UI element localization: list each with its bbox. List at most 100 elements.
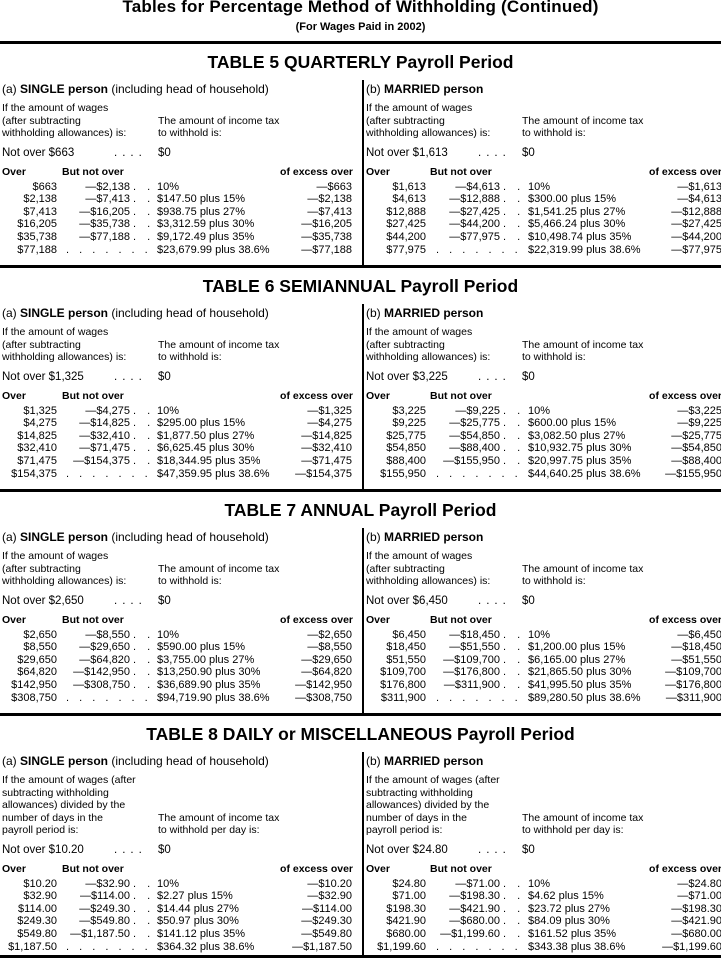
tax-label-line: The amount of income tax	[522, 114, 644, 127]
leader-dots: ....	[478, 594, 511, 607]
leader-dots: . .	[133, 641, 155, 654]
table-row: $18,450 —$51,550. . $1,200.00 plus 15% —$18…	[364, 641, 721, 654]
table-title: TABLE 7 ANNUAL Payroll Period	[224, 500, 497, 520]
leader-dots: . . . . . . .	[436, 467, 522, 480]
zero-tax: $0	[522, 594, 535, 607]
table-row: $6,450 —$18,450. . 10% —$6,450	[364, 629, 721, 642]
over-amount: $71,475	[17, 454, 57, 467]
tax-label-text: The amount of income tax to withhold is:	[522, 339, 643, 364]
tax-formula: 10%	[528, 180, 551, 193]
but-not-over-amount: —$7,413	[85, 193, 130, 206]
column-headers: Over But not over of excess over	[0, 863, 361, 876]
leader-dots: ....	[478, 843, 511, 856]
intro-line: If the amount of wages	[2, 550, 109, 562]
tax-label-line: The amount of income tax	[158, 562, 280, 575]
leader-dots: . . . . . . .	[66, 691, 152, 704]
but-not-over-amount: —$71,475	[79, 442, 130, 455]
intro-line: withholding allowances) is:	[366, 127, 491, 139]
column-headers: Over But not over of excess over	[364, 390, 721, 403]
not-over-amount: Not over $3,225	[366, 370, 448, 383]
tax-formula: $3,312.59 plus 30%	[157, 218, 255, 231]
tax-formula: 10%	[528, 628, 551, 641]
table-row: $663 —$2,138. . 10% —$663	[0, 181, 361, 194]
table-section: TABLE 5 QUARTERLY Payroll Period (a) SING…	[0, 41, 721, 265]
over-amount: $249.30	[17, 915, 57, 928]
table-row: $1,325 —$4,275. . 10% —$1,325	[0, 405, 361, 418]
tax-label-line: to withhold is:	[522, 127, 586, 139]
excess-over-amount: —$14,825	[301, 429, 352, 442]
tax-formula: $47,359.95 plus 38.6%	[157, 467, 270, 480]
column-headers: Over But not over of excess over	[0, 390, 361, 403]
wage-condition-text: If the amount of wages (after subtracting…	[2, 774, 158, 837]
intro-line: subtracting withholding	[2, 786, 109, 799]
intro-line: allowances) divided by the	[366, 799, 490, 811]
col-over: Over	[366, 613, 390, 626]
excess-over-amount: —$2,650	[307, 628, 352, 641]
heading-label: MARRIED person	[384, 530, 484, 544]
tax-formula: 10%	[157, 877, 180, 890]
but-not-over-amount: —$16,205	[79, 205, 130, 218]
excess-over-amount: —$3,225	[677, 404, 721, 417]
table-row: $154,375 . . . . . . . $47,359.95 plus 38.…	[0, 468, 361, 481]
intro-line: If the amount of wages	[366, 326, 473, 338]
heading-note: (including head of household)	[108, 82, 269, 96]
over-amount: $549.80	[17, 927, 57, 940]
tax-formula: $23,679.99 plus 38.6%	[157, 243, 270, 256]
but-not-over-amount: —$51,550	[449, 641, 500, 654]
excess-over-amount: —$9,225	[677, 417, 721, 430]
table-row: $54,850 —$88,400. . $10,932.75 plus 30% —$5…	[364, 442, 721, 455]
bottom-rule	[0, 955, 721, 958]
over-amount: $114.00	[18, 902, 57, 915]
leader-dots: . .	[503, 205, 525, 218]
excess-over-amount: —$29,650	[301, 653, 352, 666]
intro-line: (after subtracting	[2, 562, 81, 575]
tax-formula: $84.09 plus 30%	[528, 915, 610, 928]
wage-condition-intro: If the amount of wages (after subtracting…	[366, 774, 643, 837]
leader-dots: . .	[503, 218, 525, 231]
col-over: Over	[2, 389, 26, 402]
tax-label-line: The amount of income tax	[158, 811, 280, 824]
but-not-over-amount: —$35,738	[79, 218, 130, 231]
table-row: $549.80 —$1,187.50. . $141.12 plus 35% —$54…	[0, 928, 361, 941]
leader-dots: . .	[503, 927, 525, 940]
tax-formula: $6,165.00 plus 27%	[528, 653, 626, 666]
table-row: $311,900 . . . . . . . $89,280.50 plus 38.…	[364, 692, 721, 705]
over-amount: $25,775	[386, 429, 426, 442]
heading-label: SINGLE person	[20, 530, 109, 544]
wage-condition-intro: If the amount of wages (after subtracting…	[2, 550, 279, 588]
tax-formula: $9,172.49 plus 35%	[157, 230, 255, 243]
wage-condition-intro: If the amount of wages (after subtracting…	[2, 326, 279, 364]
table-row: $32,410 —$71,475. . $6,625.45 plus 30% —$32…	[0, 442, 361, 455]
leader-dots: ....	[114, 370, 147, 383]
tax-label-line: The amount of income tax	[158, 114, 280, 127]
table-row: $421.90 —$680.00. . $84.09 plus 30% —$421.9…	[364, 915, 721, 928]
intro-line: number of days in the	[366, 811, 467, 824]
column-headers: Over But not over of excess over	[0, 614, 361, 627]
but-not-over-amount: —$198.30	[449, 890, 500, 903]
leader-dots: . .	[133, 678, 155, 691]
tax-formula: $938.75 plus 27%	[157, 205, 246, 218]
col-over: Over	[2, 613, 26, 626]
leader-dots: ....	[478, 370, 511, 383]
leader-dots: . .	[133, 927, 155, 940]
excess-over-amount: —$77,188	[301, 243, 352, 256]
excess-over-amount: —$680.00	[671, 927, 721, 940]
intro-line: (after subtracting	[366, 114, 445, 127]
zero-tax: $0	[522, 843, 535, 856]
heading-label: MARRIED person	[384, 82, 484, 96]
intro-line: subtracting withholding	[366, 786, 473, 799]
excess-over-amount: —$176,800	[665, 678, 721, 691]
single-heading: (a) SINGLE person (including head of hou…	[2, 306, 269, 320]
excess-over-amount: —$8,550	[307, 641, 352, 654]
col-excess-over: of excess over	[280, 613, 353, 626]
intro-line: (after subtracting	[366, 338, 445, 351]
excess-over-amount: —$51,550	[671, 653, 721, 666]
leader-dots: . .	[503, 193, 525, 206]
over-amount: $680.00	[386, 927, 426, 940]
tax-formula: 10%	[157, 628, 180, 641]
table-title: TABLE 8 DAILY or MISCELLANEOUS Payroll P…	[146, 724, 575, 744]
tax-formula: 10%	[528, 404, 551, 417]
excess-over-amount: —$77,975	[671, 243, 721, 256]
wage-condition-text: If the amount of wages (after subtracting…	[2, 550, 158, 588]
